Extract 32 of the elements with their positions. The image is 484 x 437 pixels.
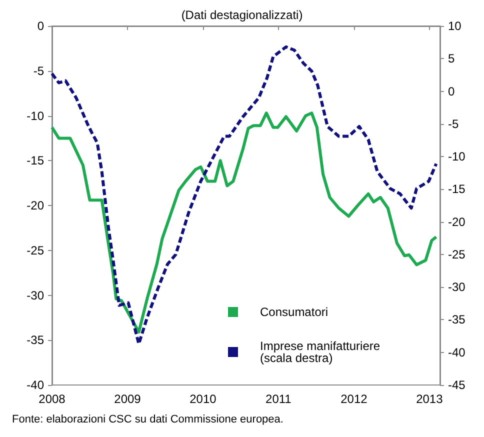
y-tick-label: -5 [33, 64, 44, 78]
x-tick-label: 2011 [266, 392, 292, 406]
y-tick-label: -10 [26, 108, 44, 123]
y2-tick-label: -25 [448, 247, 466, 262]
y2-tick-label: -15 [448, 182, 466, 196]
y2-tick-label: -5 [448, 116, 459, 131]
y2-tick-label: -20 [448, 214, 466, 229]
y2-tick-label: -35 [448, 312, 466, 327]
y2-tick-label: 10 [448, 19, 462, 33]
y-tick-label: -25 [26, 243, 44, 258]
y-tick-label: -30 [26, 288, 44, 302]
y2-tick-label: -30 [448, 280, 466, 294]
x-tick-label: 2012 [340, 392, 368, 406]
y2-tick-label: -45 [448, 378, 466, 392]
x-tick-label: 2010 [190, 392, 217, 406]
y2-tick-label: 0 [448, 84, 455, 98]
y2-tick-label: 5 [448, 52, 455, 66]
source-note: Fonte: elaborazioni CSC su dati Commissione europea. [12, 414, 284, 426]
y-tick-label: -35 [26, 333, 44, 348]
x-tick-label: 2013 [416, 392, 444, 406]
chart-title: (Dati destagionalizzati) [181, 8, 303, 22]
legend-label: Consumatori [260, 305, 328, 319]
x-tick-label: 2009 [114, 392, 142, 406]
y-tick-label: -15 [26, 154, 44, 168]
y-tick-label: -20 [26, 198, 44, 212]
legend-label: Imprese manifatturiere (scala destra) [260, 339, 380, 365]
line-series [50, 112, 438, 334]
x-tick-label: 2008 [38, 392, 66, 406]
y2-tick-label: -40 [448, 345, 466, 360]
y-tick-label: -40 [26, 378, 44, 392]
y-tick-label: 0 [37, 19, 44, 33]
y2-tick-label: -10 [448, 150, 466, 164]
